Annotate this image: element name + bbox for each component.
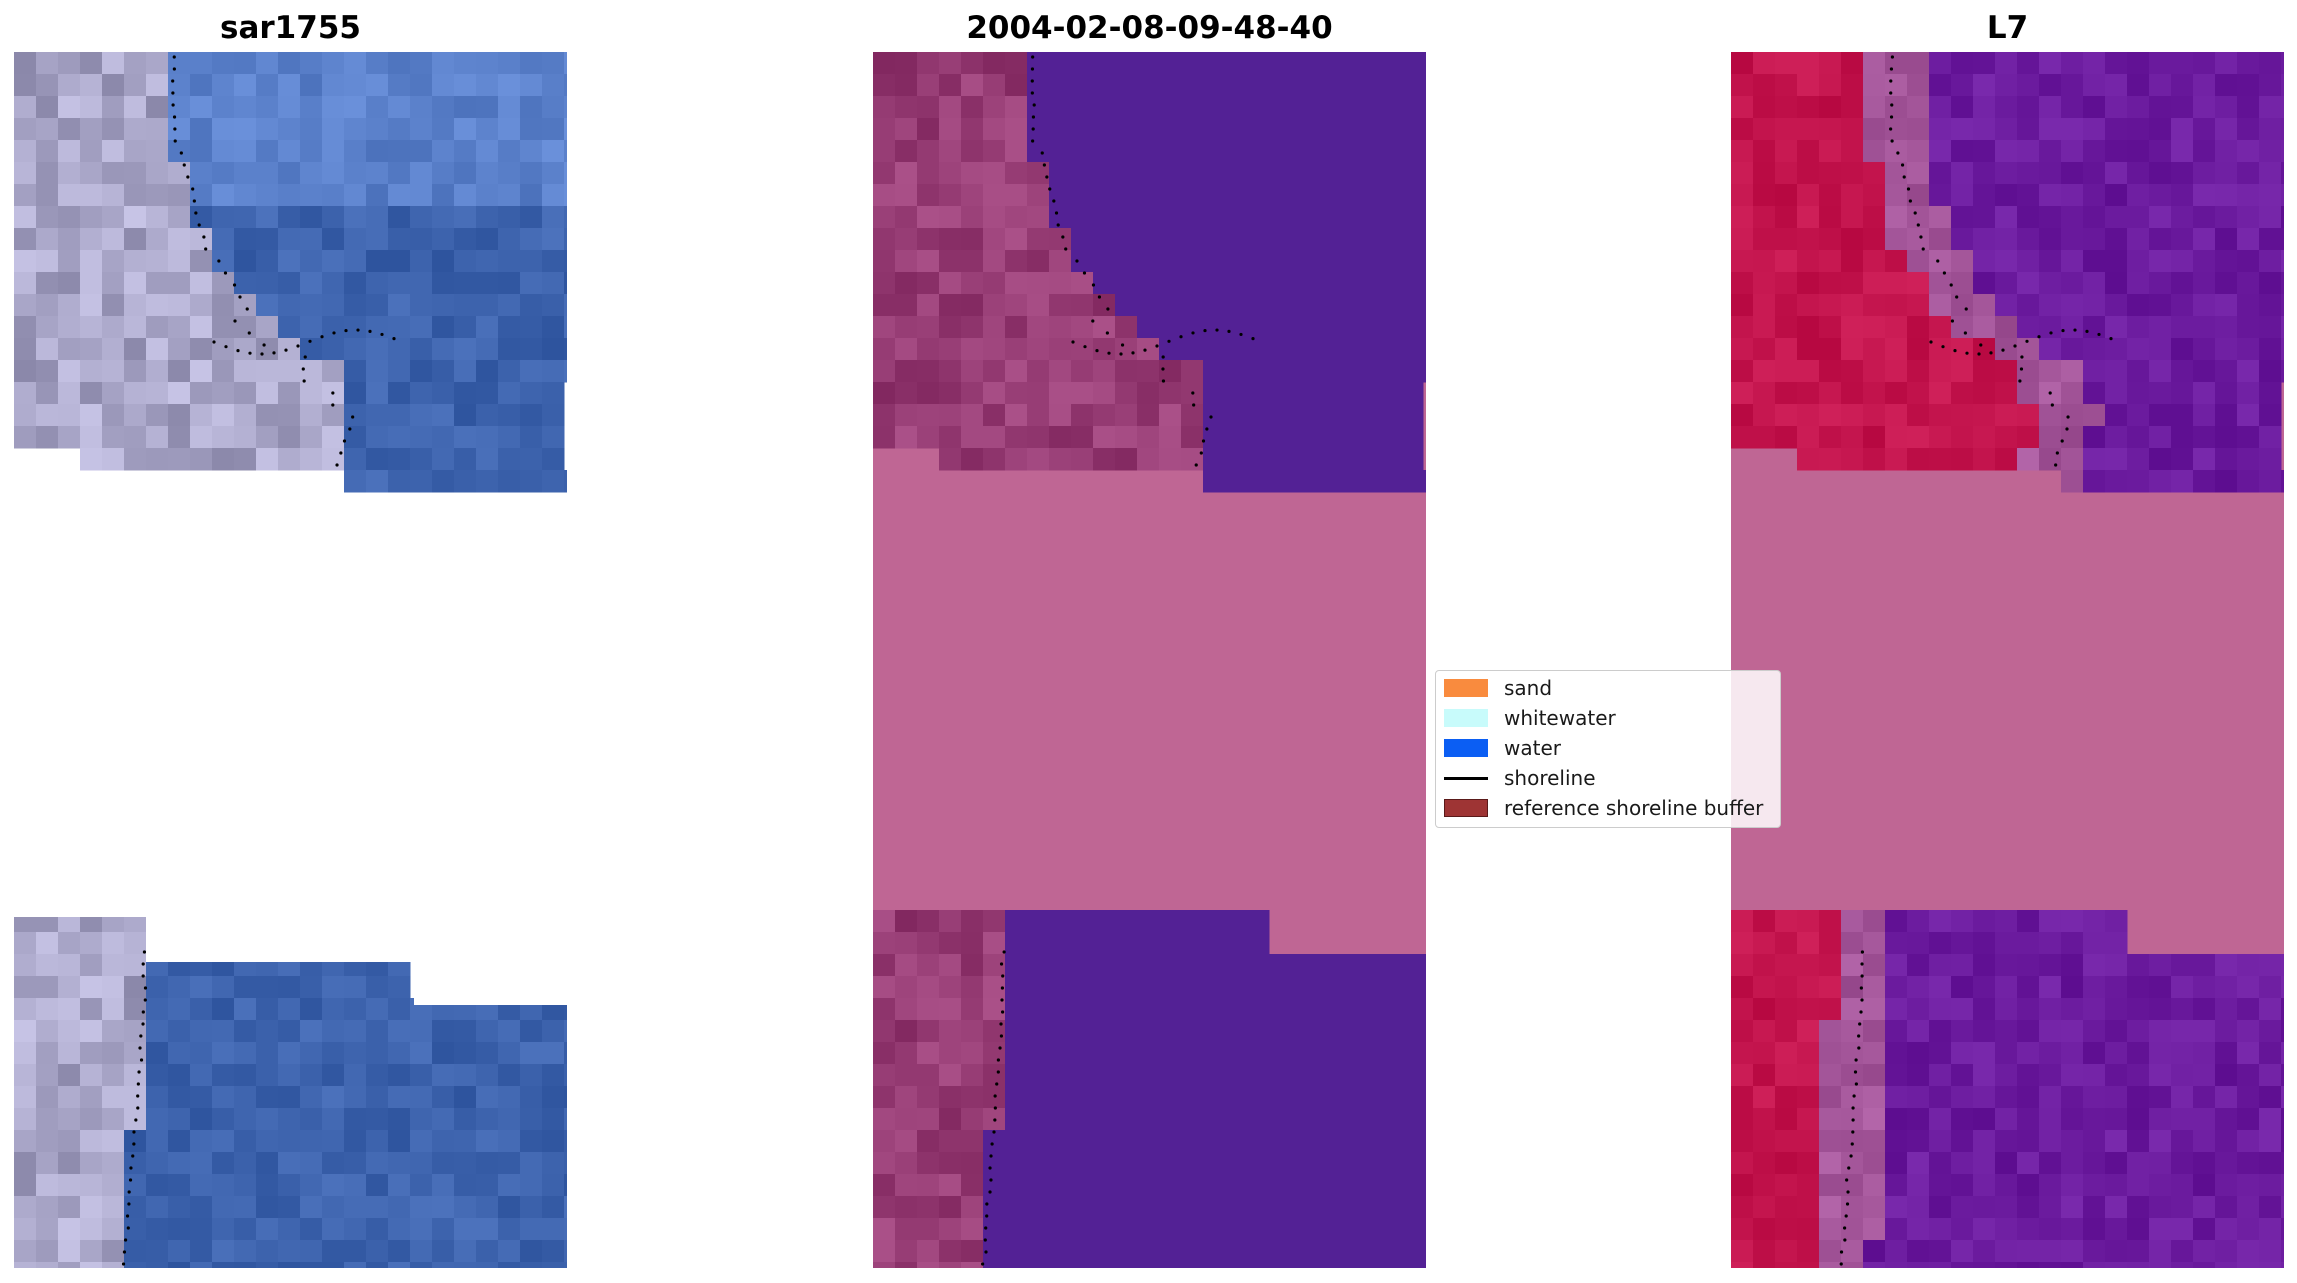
panel-title-index: L7	[1986, 10, 2029, 46]
panel-title-rgb: sar1755	[220, 10, 361, 46]
legend-item-water: water	[1444, 733, 1561, 763]
legend-label-shoreline: shoreline	[1504, 766, 1596, 790]
legend-item-shoreline: shoreline	[1444, 763, 1596, 793]
classified-shoreline-dots	[981, 55, 1255, 1266]
legend-swatch-shoreline	[1444, 776, 1488, 780]
legend-item-reference-buffer: reference shoreline buffer	[1444, 793, 1763, 823]
rgb-raster-cells	[14, 52, 567, 1268]
legend-swatch-whitewater	[1444, 709, 1488, 727]
index-image	[1731, 52, 2284, 1268]
classified-image-panel	[873, 52, 1426, 1268]
legend-label-water: water	[1504, 736, 1561, 760]
rgb-nodata-band	[14, 582, 567, 917]
legend: sand whitewater water shoreline referenc…	[1435, 670, 1781, 828]
index-image-panel	[1731, 52, 2284, 1268]
legend-item-sand: sand	[1444, 673, 1552, 703]
legend-swatch-reference-buffer	[1444, 799, 1488, 817]
legend-swatch-water	[1444, 739, 1488, 757]
index-raster-cells	[1731, 52, 2284, 1268]
legend-swatch-sand	[1444, 679, 1488, 697]
classified-raster-cells	[873, 52, 1426, 1268]
legend-label-whitewater: whitewater	[1504, 706, 1616, 730]
rgb-image-panel	[14, 52, 567, 1268]
legend-item-whitewater: whitewater	[1444, 703, 1616, 733]
classified-image	[873, 52, 1426, 1268]
legend-label-sand: sand	[1504, 676, 1553, 700]
rgb-image	[14, 52, 567, 1268]
rgb-shoreline-dots	[121, 55, 396, 1266]
legend-label-reference-buffer: reference shoreline buffer	[1504, 796, 1764, 820]
index-shoreline-dots	[1839, 55, 2113, 1266]
panel-title-classified: 2004-02-08-09-48-40	[966, 10, 1333, 46]
